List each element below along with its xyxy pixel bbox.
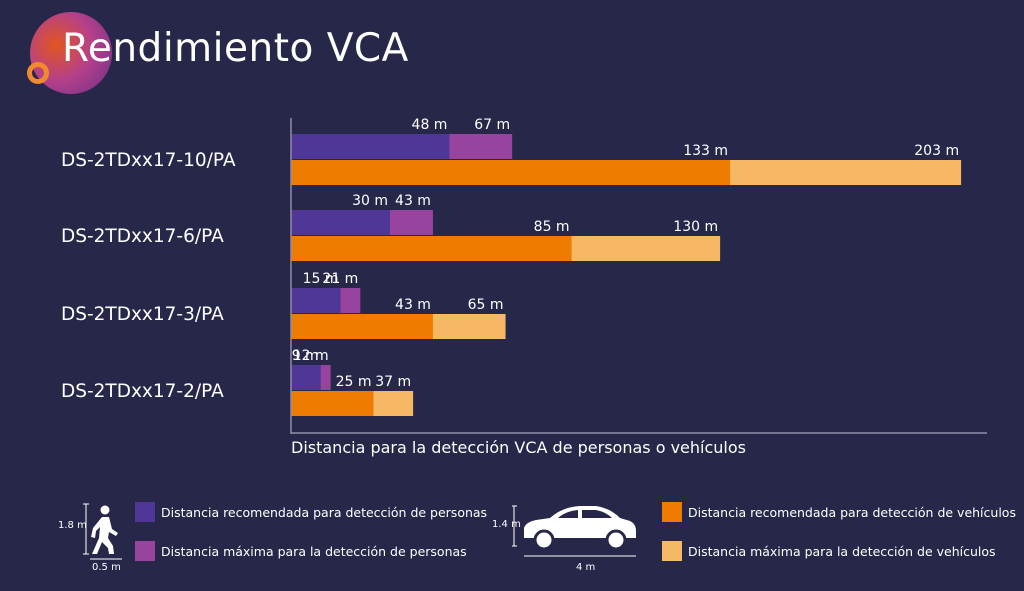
car-icon	[512, 505, 636, 557]
bar-vehicles-recommended-ds-2tdxx17-6-pa	[291, 236, 572, 261]
value-label-persons-max-ds-2tdxx17-3-pa: 21 m	[322, 271, 358, 287]
value-label-persons-recommended-ds-2tdxx17-3-pa: 15 m	[303, 271, 339, 287]
logo-ring	[27, 62, 49, 84]
bar-persons-recommended-ds-2tdxx17-2-pa	[291, 365, 321, 390]
value-label-persons-recommended-ds-2tdxx17-10-pa: 48 m	[412, 117, 448, 133]
value-label-vehicles-recommended-ds-2tdxx17-10-pa: 133 m	[683, 143, 728, 159]
person-width-marker	[90, 558, 122, 560]
legend-label-vehicles-max: Distancia máxima para la detección de ve…	[688, 544, 996, 559]
x-axis-title: Distancia para la detección VCA de perso…	[291, 438, 746, 457]
legend-label-persons-recommended: Distancia recomendada para detección de …	[161, 505, 488, 520]
car-width-label: 4 m	[576, 562, 596, 573]
bar-chart: DS-2TDxx17-10/PA 48 m 67 m 133 m 203 m DS-2TD…	[61, 117, 987, 457]
value-label-vehicles-recommended-ds-2tdxx17-6-pa: 85 m	[534, 219, 570, 235]
value-label-persons-max-ds-2tdxx17-10-pa: 67 m	[474, 117, 510, 133]
bar-persons-recommended-ds-2tdxx17-10-pa	[291, 134, 450, 159]
value-label-persons-max-ds-2tdxx17-6-pa: 43 m	[395, 193, 431, 209]
value-label-persons-recommended-ds-2tdxx17-6-pa: 30 m	[352, 193, 388, 209]
legend-swatch-vehicles-max	[662, 541, 682, 561]
person-height-label: 1.8 m	[58, 520, 87, 531]
value-label-vehicles-max-ds-2tdxx17-6-pa: 130 m	[673, 219, 718, 235]
value-label-persons-max-ds-2tdxx17-2-pa: 12 m	[293, 348, 329, 364]
value-label-vehicles-recommended-ds-2tdxx17-2-pa: 25 m	[336, 374, 372, 390]
bar-persons-recommended-ds-2tdxx17-6-pa	[291, 210, 391, 235]
legend-swatch-vehicles-recommended	[662, 502, 682, 522]
value-label-vehicles-max-ds-2tdxx17-2-pa: 37 m	[375, 374, 411, 390]
legend-swatch-persons-max	[135, 541, 155, 561]
legend-swatch-persons-recommended	[135, 502, 155, 522]
value-label-persons-recommended-ds-2tdxx17-2-pa: 9 m	[292, 348, 319, 364]
value-label-vehicles-max-ds-2tdxx17-3-pa: 65 m	[468, 297, 504, 313]
legend-label-vehicles-recommended: Distancia recomendada para detección de …	[688, 505, 1016, 520]
bar-vehicles-recommended-ds-2tdxx17-10-pa	[291, 160, 731, 185]
category-label-ds-2tdxx17-6-pa: DS-2TDxx17-6/PA	[61, 226, 224, 247]
value-label-vehicles-recommended-ds-2tdxx17-3-pa: 43 m	[395, 297, 431, 313]
bar-vehicles-recommended-ds-2tdxx17-2-pa	[291, 391, 374, 416]
car-height-label: 1.4 m	[492, 519, 521, 530]
category-label-ds-2tdxx17-3-pa: DS-2TDxx17-3/PA	[61, 304, 224, 325]
category-label-ds-2tdxx17-2-pa: DS-2TDxx17-2/PA	[61, 381, 224, 402]
walking-person-icon	[83, 503, 118, 555]
value-label-vehicles-max-ds-2tdxx17-10-pa: 203 m	[914, 143, 959, 159]
legend-label-persons-max: Distancia máxima para la detección de pe…	[161, 544, 467, 559]
bar-vehicles-recommended-ds-2tdxx17-3-pa	[291, 314, 433, 339]
category-label-ds-2tdxx17-10-pa: DS-2TDxx17-10/PA	[61, 150, 236, 171]
page-title: Rendimiento VCA	[62, 26, 409, 71]
person-width-label: 0.5 m	[92, 562, 121, 573]
bar-persons-recommended-ds-2tdxx17-3-pa	[291, 288, 341, 313]
